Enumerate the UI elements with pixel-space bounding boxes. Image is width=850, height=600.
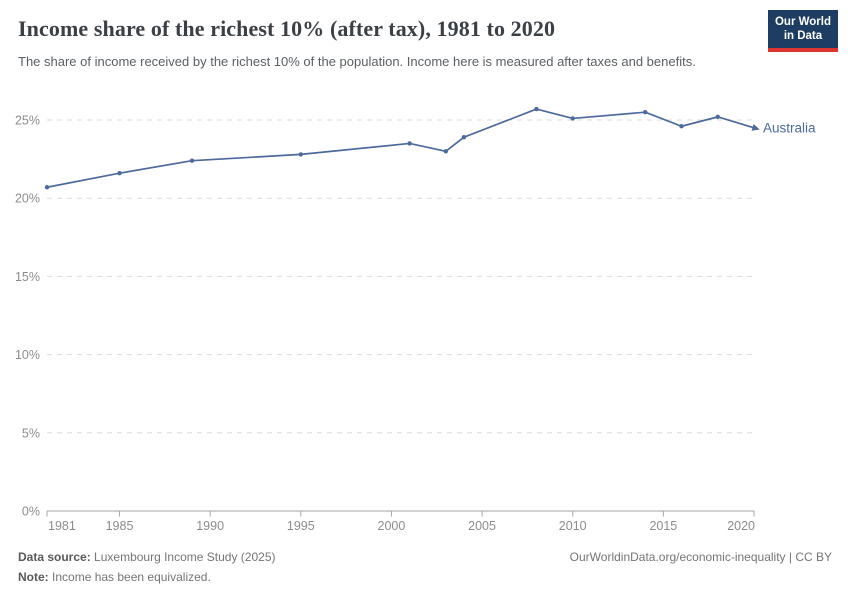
data-point-marker: [298, 152, 303, 157]
note-value: Income has been equivalized.: [52, 570, 211, 584]
x-tick-label: 2020: [727, 519, 755, 533]
chart-footer: Data source: Luxembourg Income Study (20…: [18, 547, 832, 587]
x-tick-label: 2005: [468, 519, 496, 533]
y-tick-label: 15%: [15, 270, 40, 284]
page-title: Income share of the richest 10% (after t…: [18, 16, 556, 41]
x-tick-label: 1995: [287, 519, 315, 533]
data-source-label: Data source:: [18, 550, 91, 564]
x-tick-label: 2010: [559, 519, 587, 533]
owid-logo-line1: Our World: [774, 16, 831, 28]
data-point-marker: [407, 141, 412, 146]
note-line: Note: Income has been equivalized.: [18, 567, 832, 587]
y-tick-label: 10%: [15, 348, 40, 362]
y-tick-label: 5%: [22, 426, 40, 440]
data-point-marker: [443, 149, 449, 154]
x-tick-label: 1985: [106, 519, 134, 533]
data-point-marker: [461, 135, 467, 140]
data-point-marker: [679, 124, 684, 129]
line-chart: 0% 5% 10% 15% 20% 25% 1981 1985 1990 1995 2000 2005…: [0, 85, 850, 545]
data-point-marker: [570, 116, 575, 121]
data-point-marker: [643, 109, 648, 115]
series-end-label: Australia: [763, 120, 816, 135]
note-label: Note:: [18, 570, 49, 584]
chart-canvas: 0% 5% 10% 15% 20% 25% 1981 1985 1990 1995 2000 2005…: [15, 106, 816, 533]
data-source-value: Luxembourg Income Study (2025): [94, 550, 276, 564]
x-tick-label: 1990: [196, 519, 224, 533]
x-tick-label: 2015: [649, 519, 677, 533]
owid-logo-line2: in Data: [783, 29, 823, 42]
y-tick-label: 0%: [22, 505, 40, 519]
chart-subtitle: The share of income received by the rich…: [18, 54, 696, 69]
data-point-marker: [189, 158, 195, 163]
data-point-marker: [44, 185, 50, 190]
data-point-marker: [534, 106, 539, 112]
x-tick-label: 1981: [48, 519, 76, 533]
owid-logo[interactable]: Our World in Data: [767, 10, 838, 52]
data-point-marker: [715, 114, 720, 120]
y-tick-label: 20%: [15, 192, 40, 206]
data-point-marker: [117, 170, 122, 176]
data-line: [46, 108, 755, 189]
footer-link[interactable]: OurWorldinData.org/economic-inequality |…: [569, 550, 832, 564]
series-end-arrow-icon: [751, 124, 760, 131]
data-source-line: Data source: Luxembourg Income Study (20…: [18, 547, 832, 567]
x-tick-label: 2000: [378, 519, 406, 533]
y-tick-label: 25%: [15, 114, 40, 128]
